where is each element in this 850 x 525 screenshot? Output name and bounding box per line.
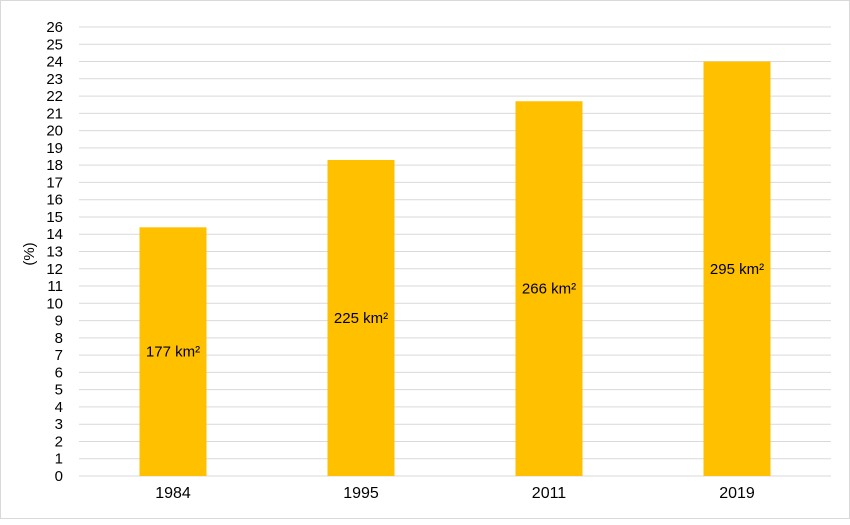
x-tick-label: 1984: [155, 485, 191, 502]
y-tick-label: 8: [55, 330, 63, 347]
y-tick-label: 4: [55, 399, 63, 416]
bar: [703, 61, 771, 477]
x-tick-label: 1995: [343, 485, 379, 502]
y-tick-label: 6: [55, 364, 63, 381]
y-tick-label: 0: [55, 468, 63, 485]
y-tick-label: 23: [46, 71, 63, 88]
y-axis-title: (%): [21, 242, 38, 265]
y-tick-label: 2: [55, 433, 63, 450]
y-tick-label: 17: [46, 174, 63, 191]
y-tick-label: 13: [46, 244, 63, 261]
bar: [515, 101, 583, 476]
x-tick-label: 2011: [532, 485, 567, 502]
y-tick-label: 22: [46, 88, 63, 105]
y-tick-label: 15: [46, 209, 63, 226]
y-tick-label: 19: [46, 140, 63, 157]
y-tick-label: 26: [46, 19, 63, 36]
y-tick-label: 5: [55, 382, 63, 399]
y-tick-label: 16: [46, 192, 63, 209]
y-tick-label: 1: [55, 451, 63, 468]
bar: [139, 227, 207, 476]
y-tick-label: 3: [55, 416, 63, 433]
y-tick-label: 18: [46, 157, 63, 174]
y-tick-label: 11: [47, 278, 63, 295]
data-label: 266 km²: [522, 281, 576, 298]
y-tick-label: 21: [46, 105, 63, 122]
y-tick-label: 9: [55, 313, 63, 330]
x-tick-label: 2019: [719, 485, 755, 502]
y-tick-label: 7: [55, 347, 63, 364]
y-axis-ticks: 0123456789101112131415161718192021222324…: [46, 19, 63, 485]
y-tick-label: 25: [46, 36, 63, 53]
data-labels: 177 km² 225 km² 266 km² 295 km²: [146, 261, 764, 361]
data-label: 225 km²: [334, 310, 388, 327]
bar: [327, 159, 395, 476]
x-axis-ticks: 1984 1995 2011 2019: [155, 485, 755, 502]
y-tick-label: 10: [46, 295, 63, 312]
y-tick-label: 14: [46, 226, 63, 243]
data-label: 177 km²: [146, 344, 200, 361]
data-label: 295 km²: [710, 261, 764, 278]
bars: [139, 61, 771, 477]
y-tick-label: 12: [46, 261, 63, 278]
y-tick-label: 20: [46, 123, 63, 140]
y-tick-label: 24: [46, 54, 63, 71]
